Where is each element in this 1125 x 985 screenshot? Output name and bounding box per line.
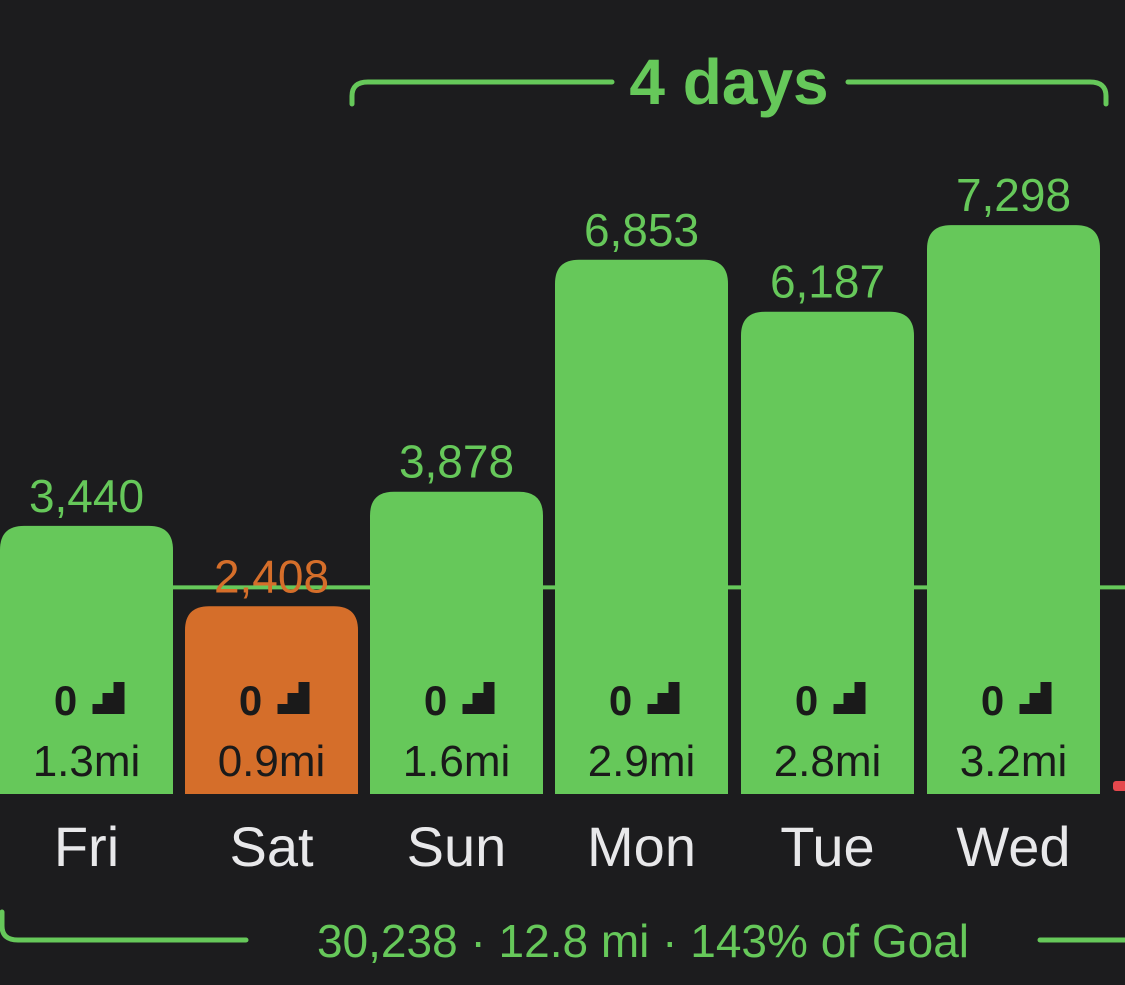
day-label-sat: Sat xyxy=(229,815,313,878)
stairs-icon xyxy=(1019,682,1052,714)
bar-tue xyxy=(741,311,914,794)
value-label-mon: 6,853 xyxy=(584,204,699,256)
flights-count-fri: 0 xyxy=(54,677,77,724)
streak-label: 4 days xyxy=(629,46,828,118)
value-label-wed: 7,298 xyxy=(956,169,1071,221)
stairs-icon xyxy=(92,682,125,714)
bar-fri xyxy=(0,525,173,794)
stairs-icon xyxy=(647,682,680,714)
flights-count-sat: 0 xyxy=(239,677,262,724)
value-label-sun: 3,878 xyxy=(399,436,514,488)
bar-sat xyxy=(185,606,358,794)
flights-count-wed: 0 xyxy=(981,677,1004,724)
bar-group: 3,440 0 1.3mi Fri 2,408 0 0.9mi Sat 3,878 0 1.6mi S… xyxy=(0,169,1100,878)
summary-label: 30,238 · 12.8 mi · 143% of Goal xyxy=(317,915,969,967)
value-label-sat: 2,408 xyxy=(214,550,329,602)
value-label-tue: 6,187 xyxy=(770,256,885,308)
flights-count-tue: 0 xyxy=(795,677,818,724)
bar-sun xyxy=(370,491,543,794)
distance-label-sun: 1.6mi xyxy=(403,737,511,786)
summary-bracket: 30,238 · 12.8 mi · 143% of Goal xyxy=(0,909,1125,967)
day-label-wed: Wed xyxy=(956,815,1070,878)
value-label-fri: 3,440 xyxy=(29,470,144,522)
day-label-fri: Fri xyxy=(54,815,119,878)
day-label-tue: Tue xyxy=(780,815,874,878)
distance-label-wed: 3.2mi xyxy=(960,737,1068,786)
distance-label-sat: 0.9mi xyxy=(218,737,326,786)
summary-bracket-left xyxy=(0,909,249,943)
distance-label-tue: 2.8mi xyxy=(774,737,882,786)
bar-mon xyxy=(555,259,728,794)
day-label-mon: Mon xyxy=(587,815,696,878)
streak-bracket: 4 days xyxy=(349,46,1109,118)
flights-count-mon: 0 xyxy=(609,677,632,724)
distance-label-fri: 1.3mi xyxy=(33,737,141,786)
stairs-icon xyxy=(277,682,310,714)
stairs-icon xyxy=(462,682,495,714)
flights-count-sun: 0 xyxy=(424,677,447,724)
streak-bracket-left xyxy=(349,79,615,107)
streak-bracket-right xyxy=(845,79,1109,107)
edge-marker xyxy=(1113,781,1125,791)
distance-label-mon: 2.9mi xyxy=(588,737,696,786)
day-label-sun: Sun xyxy=(407,815,507,878)
stairs-icon xyxy=(833,682,866,714)
bar-wed xyxy=(927,225,1100,794)
